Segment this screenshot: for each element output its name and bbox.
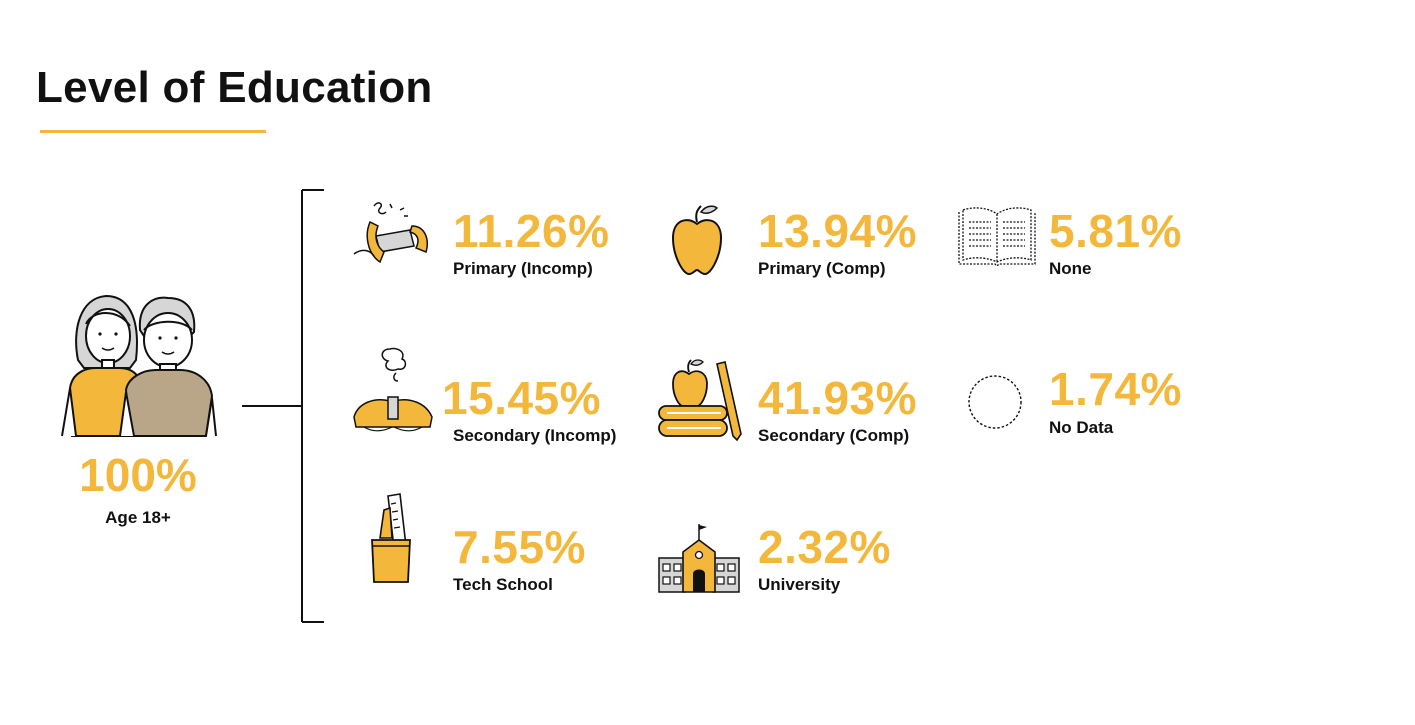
- broken-pencil-icon: [353, 202, 428, 264]
- category-label: University: [758, 575, 841, 594]
- category-value: 7.55%: [453, 521, 586, 573]
- dashed-circle-icon: [968, 375, 1022, 429]
- people-icon: [61, 294, 217, 437]
- bracket-connector: [242, 189, 324, 623]
- book-thought-icon: [353, 347, 433, 432]
- category-value: 11.26%: [453, 205, 610, 257]
- apple-books-pencil-icon: [658, 359, 742, 442]
- category-no-data: 1.74% No Data: [955, 362, 1215, 448]
- category-label: Tech School: [453, 575, 553, 594]
- category-label: None: [1049, 259, 1092, 278]
- category-value: 13.94%: [758, 205, 918, 257]
- category-primary-comp: 13.94% Primary (Comp): [655, 196, 935, 286]
- category-value: 41.93%: [758, 372, 918, 424]
- category-university: 2.32% University: [655, 522, 935, 600]
- category-label: No Data: [1049, 418, 1114, 437]
- category-value: 15.45%: [442, 372, 602, 424]
- total-value: 100%: [79, 449, 197, 501]
- open-book-outline-icon: [958, 207, 1036, 266]
- page-title: Level of Education: [36, 63, 433, 112]
- school-building-icon: [658, 524, 740, 593]
- total-label: Age 18+: [105, 508, 171, 527]
- category-secondary-comp: 41.93% Secondary (Comp): [655, 356, 935, 450]
- category-label: Primary (Comp): [758, 259, 886, 278]
- category-label: Secondary (Comp): [758, 426, 910, 445]
- title-underline: [40, 130, 266, 133]
- category-secondary-incomp: 15.45% Secondary (Incomp): [350, 345, 630, 450]
- category-value: 2.32%: [758, 521, 891, 573]
- apple-icon: [671, 205, 723, 276]
- category-label: Primary (Incomp): [453, 259, 593, 278]
- category-tech-school: 7.55% Tech School: [350, 490, 630, 600]
- category-primary-incomp: 11.26% Primary (Incomp): [350, 196, 630, 286]
- category-value: 5.81%: [1049, 205, 1182, 257]
- pencil-cup-icon: [371, 493, 411, 583]
- category-value: 1.74%: [1049, 363, 1182, 415]
- category-label: Secondary (Incomp): [453, 426, 617, 445]
- category-none: 5.81% None: [955, 196, 1215, 286]
